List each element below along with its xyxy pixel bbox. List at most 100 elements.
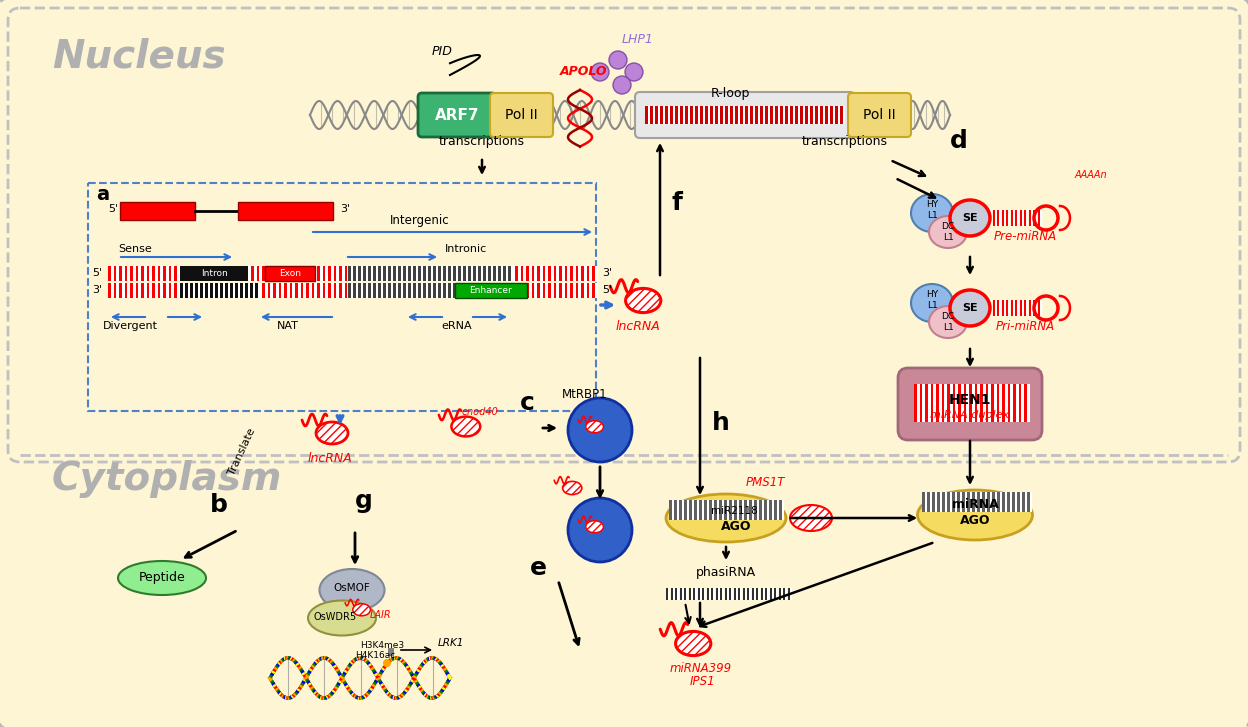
Bar <box>466 283 468 298</box>
Bar <box>371 266 373 281</box>
Bar <box>927 492 930 512</box>
Bar <box>475 266 478 281</box>
Bar <box>388 283 391 298</box>
Bar <box>386 283 388 298</box>
Bar <box>663 106 665 124</box>
Bar <box>1011 300 1012 316</box>
Bar <box>534 283 537 298</box>
Bar <box>144 266 146 281</box>
Bar <box>166 283 168 298</box>
Bar <box>197 283 200 298</box>
Bar <box>379 283 383 298</box>
Text: NAT: NAT <box>277 321 300 331</box>
Bar <box>1017 300 1020 316</box>
Bar <box>319 266 322 281</box>
Bar <box>754 500 756 520</box>
Bar <box>207 283 210 298</box>
Bar <box>575 266 578 281</box>
Bar <box>484 266 488 281</box>
Bar <box>1022 300 1023 316</box>
Bar <box>347 283 349 298</box>
Bar <box>205 283 207 298</box>
Text: Exon: Exon <box>280 269 301 278</box>
Bar <box>401 266 403 281</box>
Bar <box>308 266 312 281</box>
Bar <box>257 283 260 298</box>
Bar <box>383 283 386 298</box>
Bar <box>453 266 456 281</box>
Bar <box>201 266 203 281</box>
Text: LRK1: LRK1 <box>438 638 464 648</box>
Bar <box>770 588 771 600</box>
Bar <box>368 266 371 281</box>
Bar <box>802 106 805 124</box>
Bar <box>436 283 438 298</box>
Circle shape <box>383 659 391 667</box>
FancyBboxPatch shape <box>899 368 1042 440</box>
Bar <box>163 266 166 281</box>
Bar <box>985 492 987 512</box>
Bar <box>975 384 977 422</box>
Bar <box>324 283 328 298</box>
Bar <box>725 588 726 600</box>
Bar <box>411 266 413 281</box>
Bar <box>242 266 246 281</box>
Bar <box>446 283 448 298</box>
Bar <box>398 283 401 298</box>
Bar <box>970 492 972 512</box>
Bar <box>479 266 482 281</box>
Bar <box>548 283 550 298</box>
Bar <box>246 283 248 298</box>
Bar <box>377 283 379 298</box>
Bar <box>376 266 378 281</box>
Text: OsMOF: OsMOF <box>333 583 371 593</box>
Bar <box>731 500 734 520</box>
Bar <box>207 283 210 298</box>
Bar <box>676 500 679 520</box>
Bar <box>200 283 202 298</box>
Bar <box>237 283 240 298</box>
Bar <box>685 106 688 124</box>
Bar <box>922 384 925 422</box>
Bar <box>807 106 810 124</box>
Bar <box>1010 384 1013 422</box>
Bar <box>543 266 545 281</box>
Bar <box>658 106 660 124</box>
Bar <box>1027 384 1030 422</box>
Bar <box>515 266 518 281</box>
Bar <box>319 283 322 298</box>
Bar <box>550 283 554 298</box>
Bar <box>962 492 965 512</box>
Bar <box>386 266 388 281</box>
Bar <box>695 106 698 124</box>
Bar <box>303 266 306 281</box>
Bar <box>740 106 743 124</box>
Bar <box>470 266 473 281</box>
Bar <box>713 588 715 600</box>
Bar <box>678 106 680 124</box>
Bar <box>945 492 947 512</box>
Bar <box>509 283 512 298</box>
Bar <box>230 283 232 298</box>
Bar <box>422 266 424 281</box>
Bar <box>361 266 363 281</box>
Bar <box>963 384 966 422</box>
Text: HY
L1: HY L1 <box>926 290 938 310</box>
Bar <box>443 266 446 281</box>
Bar <box>374 266 377 281</box>
Bar <box>260 283 262 298</box>
Bar <box>797 106 800 124</box>
Bar <box>317 283 319 298</box>
Bar <box>421 266 423 281</box>
Bar <box>212 266 215 281</box>
Bar <box>121 283 125 298</box>
Bar <box>559 266 562 281</box>
Bar <box>225 283 227 298</box>
Bar <box>306 283 308 298</box>
Bar <box>967 492 970 512</box>
Bar <box>550 266 554 281</box>
Bar <box>155 283 157 298</box>
Bar <box>386 283 388 298</box>
Bar <box>736 500 739 520</box>
Bar <box>433 283 436 298</box>
